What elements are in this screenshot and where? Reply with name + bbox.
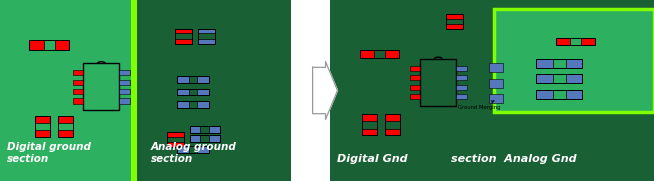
Bar bbox=[73, 80, 84, 85]
Bar bbox=[198, 101, 209, 108]
Bar bbox=[29, 40, 44, 50]
Bar bbox=[73, 70, 84, 75]
Bar bbox=[167, 142, 184, 147]
Bar bbox=[198, 39, 215, 44]
Bar bbox=[177, 101, 209, 108]
Bar bbox=[360, 50, 374, 58]
Bar bbox=[0, 0, 134, 181]
Bar bbox=[58, 116, 73, 137]
Bar bbox=[536, 90, 582, 99]
Bar bbox=[177, 89, 209, 95]
Bar bbox=[175, 28, 192, 44]
Text: Digital Gnd: Digital Gnd bbox=[337, 154, 407, 164]
Text: section  Analog Gnd: section Analog Gnd bbox=[451, 154, 577, 164]
Polygon shape bbox=[313, 62, 337, 119]
Bar bbox=[409, 85, 421, 90]
Text: Digital ground
section: Digital ground section bbox=[7, 142, 90, 164]
Bar bbox=[190, 135, 220, 142]
Bar bbox=[566, 74, 582, 83]
Bar bbox=[119, 98, 130, 104]
Bar bbox=[362, 115, 377, 135]
Bar bbox=[446, 14, 463, 19]
Bar bbox=[581, 38, 595, 45]
Bar bbox=[167, 132, 184, 137]
Bar bbox=[177, 76, 209, 83]
Bar bbox=[35, 116, 50, 123]
Bar bbox=[198, 28, 215, 33]
Bar bbox=[35, 116, 50, 137]
Bar bbox=[566, 90, 582, 99]
Bar bbox=[131, 0, 137, 181]
Bar bbox=[536, 59, 582, 68]
Bar bbox=[362, 115, 377, 121]
Bar bbox=[119, 80, 130, 85]
Bar bbox=[556, 38, 595, 45]
Bar bbox=[175, 28, 192, 33]
Bar bbox=[177, 101, 188, 108]
Bar bbox=[409, 75, 421, 80]
Bar bbox=[566, 59, 582, 68]
Bar bbox=[385, 129, 400, 135]
Bar bbox=[190, 126, 220, 133]
Bar bbox=[73, 89, 84, 94]
Bar bbox=[209, 135, 220, 142]
Bar bbox=[209, 126, 220, 133]
Bar bbox=[167, 132, 184, 147]
Bar bbox=[536, 74, 553, 83]
Bar bbox=[456, 75, 467, 80]
Bar bbox=[119, 89, 130, 94]
Text: Ground Merging: Ground Merging bbox=[458, 101, 500, 110]
Bar bbox=[198, 89, 209, 95]
Bar bbox=[35, 131, 50, 137]
Bar bbox=[58, 116, 73, 123]
Bar bbox=[362, 129, 377, 135]
Bar bbox=[536, 74, 582, 83]
Bar bbox=[177, 146, 209, 153]
Bar bbox=[489, 63, 503, 72]
Text: Analog ground
section: Analog ground section bbox=[150, 142, 236, 164]
Bar bbox=[198, 28, 215, 44]
Bar bbox=[536, 90, 553, 99]
Bar bbox=[421, 59, 456, 106]
Bar bbox=[177, 146, 188, 153]
Bar bbox=[54, 40, 69, 50]
Bar bbox=[58, 131, 73, 137]
Bar bbox=[446, 14, 463, 29]
Bar bbox=[489, 79, 503, 88]
Bar bbox=[556, 38, 570, 45]
Bar bbox=[456, 85, 467, 90]
Bar bbox=[494, 9, 654, 112]
Bar bbox=[134, 0, 291, 181]
Bar bbox=[177, 76, 188, 83]
Bar bbox=[360, 50, 399, 58]
Bar bbox=[446, 24, 463, 29]
Bar bbox=[489, 94, 503, 103]
Bar bbox=[175, 39, 192, 44]
Bar bbox=[409, 66, 421, 71]
Bar bbox=[330, 0, 654, 181]
Bar bbox=[73, 98, 84, 104]
Bar bbox=[536, 59, 553, 68]
Bar bbox=[385, 115, 400, 121]
Bar bbox=[190, 135, 201, 142]
Bar bbox=[456, 66, 467, 71]
Bar bbox=[119, 70, 130, 75]
Bar bbox=[456, 94, 467, 99]
Bar bbox=[198, 146, 209, 153]
Bar bbox=[29, 40, 69, 50]
Bar bbox=[177, 89, 188, 95]
Bar bbox=[190, 126, 201, 133]
Bar bbox=[385, 50, 399, 58]
Bar bbox=[84, 63, 119, 110]
Bar bbox=[385, 115, 400, 135]
Bar bbox=[409, 94, 421, 99]
Bar bbox=[198, 76, 209, 83]
